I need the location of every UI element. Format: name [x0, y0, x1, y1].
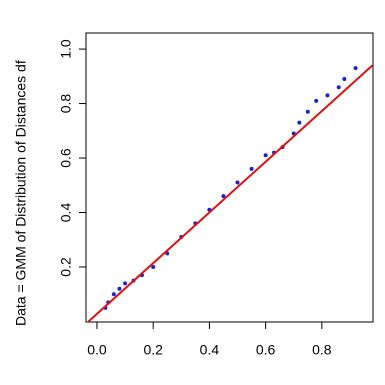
point — [342, 77, 347, 82]
point — [305, 109, 310, 114]
y-tick-label: 0.4 — [58, 203, 74, 223]
point — [235, 180, 240, 185]
x-tick-label: 0.8 — [312, 342, 332, 358]
point — [314, 98, 319, 103]
point — [263, 153, 268, 158]
plot-frame — [85, 32, 374, 323]
y-tick-label: 0.2 — [58, 257, 74, 277]
y-tick-label: 0.8 — [58, 94, 74, 114]
y-tick-label: 1.0 — [58, 39, 74, 59]
point — [151, 264, 156, 269]
point — [353, 66, 358, 71]
y-axis-label: Data = GMM of Distribution of Distances … — [13, 60, 29, 326]
x-tick-label: 0.2 — [143, 342, 163, 358]
x-tick-label: 0.0 — [87, 342, 107, 358]
point — [117, 286, 122, 291]
fit-line — [87, 64, 374, 323]
point — [325, 93, 330, 98]
point — [111, 292, 116, 297]
point — [221, 194, 226, 199]
point — [297, 120, 302, 125]
x-tick-label: 0.6 — [256, 342, 276, 358]
point — [336, 85, 341, 90]
point — [249, 166, 254, 171]
x-tick-label: 0.4 — [200, 342, 220, 358]
y-tick-label: 0.6 — [58, 148, 74, 168]
point — [123, 281, 128, 286]
